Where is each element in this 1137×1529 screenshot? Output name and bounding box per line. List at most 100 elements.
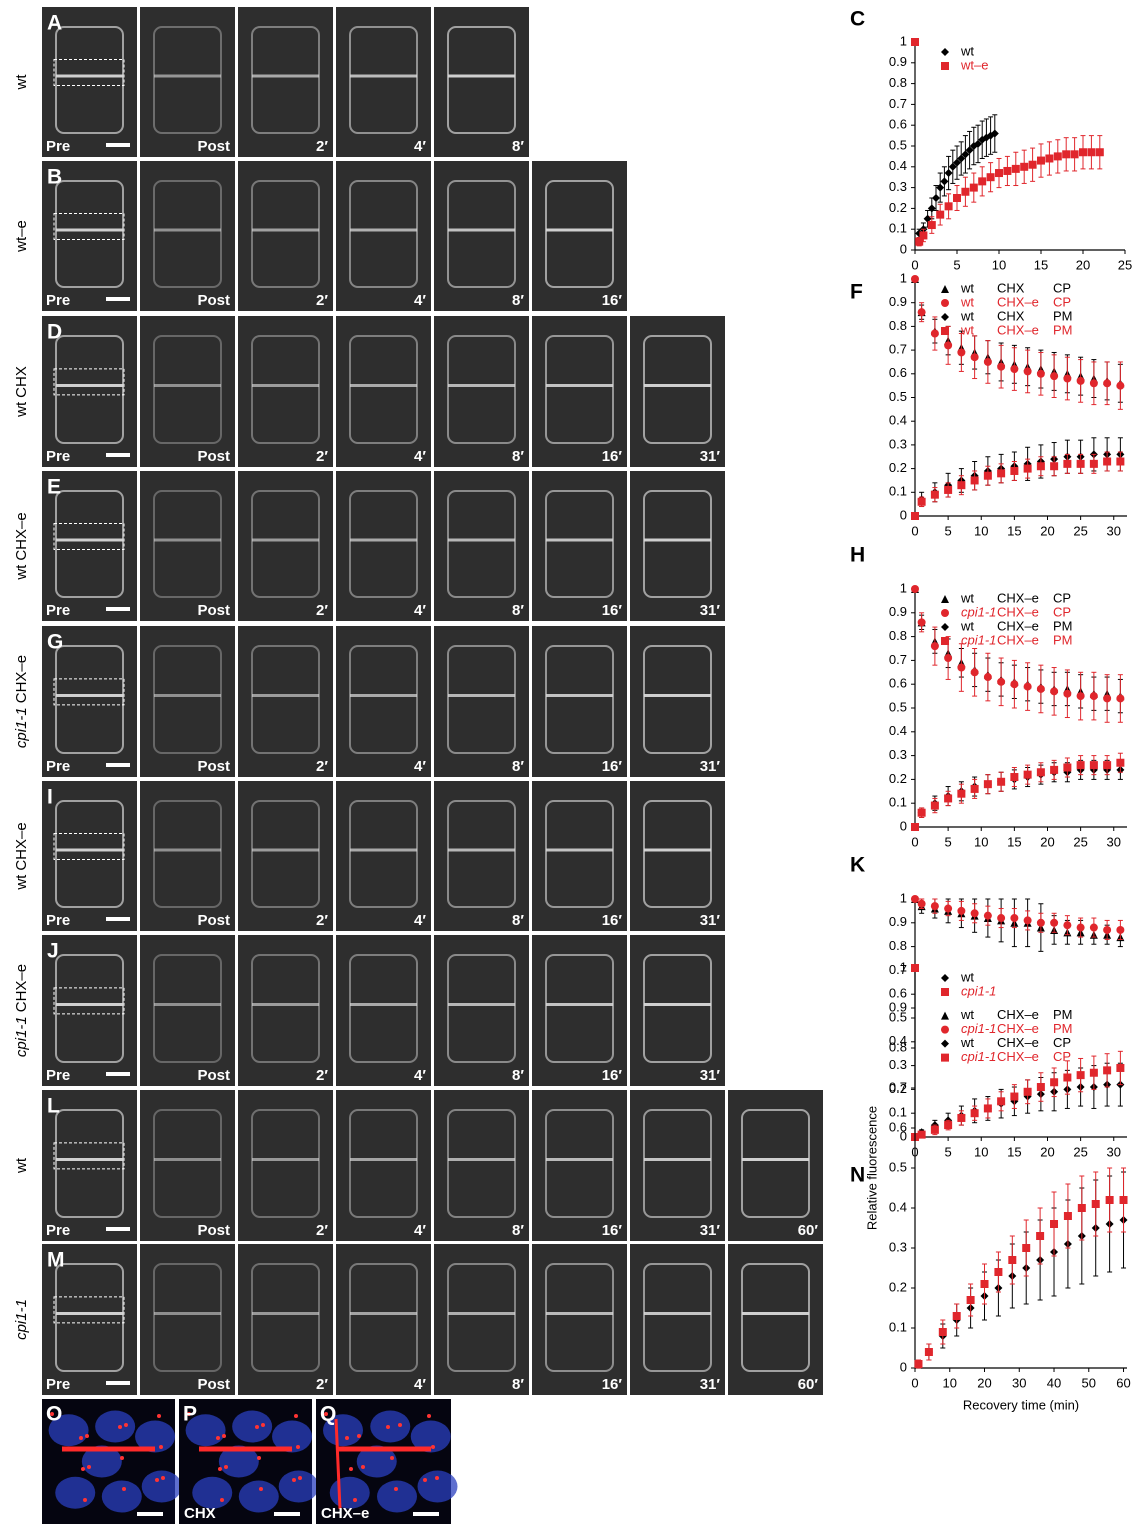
marker <box>995 169 1003 177</box>
legend-label: CHX–e <box>997 590 1039 605</box>
marker <box>1037 157 1045 165</box>
panel-letter: F <box>850 281 863 304</box>
marker <box>1116 694 1124 702</box>
marker <box>1050 462 1058 470</box>
vesicle <box>220 1498 224 1502</box>
marker <box>1010 680 1018 688</box>
marker <box>911 275 919 283</box>
figure: PreAPost2′4′8′wtPreBPost2′4′8′16′wt–ePre… <box>0 0 1137 1529</box>
x-axis-label: Recovery time (min) <box>963 1397 1079 1412</box>
marker <box>1103 1066 1111 1074</box>
y-tick-label: 0.8 <box>889 1039 907 1054</box>
row-label-part: cpi1-1 <box>13 707 30 748</box>
vesicle <box>83 1498 87 1502</box>
marker <box>944 905 952 913</box>
marker <box>1077 1071 1085 1079</box>
legend-label: PM <box>1053 1007 1073 1022</box>
legend-label: wt <box>960 969 974 984</box>
legend-label: wt <box>960 308 974 323</box>
legend-marker <box>941 1026 949 1034</box>
nucleus <box>192 1477 232 1509</box>
nucleus <box>232 1411 272 1443</box>
marker <box>997 778 1005 786</box>
y-tick-label: 0.1 <box>889 221 907 236</box>
y-tick-label: 0.9 <box>889 914 907 929</box>
vesicle <box>222 1434 226 1438</box>
vesicle <box>394 1487 398 1491</box>
row-label-part: wt–e <box>13 220 30 253</box>
frame-label: 2′ <box>316 758 328 775</box>
y-tick-label: 0.3 <box>889 1239 907 1254</box>
marker <box>1063 375 1071 383</box>
legend-label: PM <box>1053 618 1073 633</box>
marker <box>918 900 926 908</box>
vesicle <box>159 1445 163 1449</box>
marker <box>971 353 979 361</box>
marker <box>1037 919 1045 927</box>
row-label-part: wt <box>13 401 30 418</box>
legend-label: PM <box>1053 322 1073 337</box>
marker <box>971 785 979 793</box>
marker <box>971 668 979 676</box>
vesicle <box>390 1456 394 1460</box>
y-tick-label: 0.7 <box>889 1079 907 1094</box>
legend-label: PM <box>1053 308 1073 323</box>
legend-label: wt <box>960 43 974 58</box>
marker <box>919 231 927 239</box>
marker <box>953 194 961 202</box>
legend-marker <box>941 62 949 70</box>
frame-label: Post <box>197 1376 230 1393</box>
frame-label: Post <box>197 138 230 155</box>
legend-marker <box>941 609 949 617</box>
row-label: wt <box>13 1157 30 1174</box>
legend-marker <box>941 637 949 645</box>
row-label-part: CHX–e <box>13 512 30 560</box>
marker <box>944 1121 952 1129</box>
marker <box>1064 1212 1072 1220</box>
vesicle <box>361 1465 365 1469</box>
marker <box>997 1097 1005 1105</box>
frame-label: 8′ <box>512 292 524 309</box>
marker <box>1050 919 1058 927</box>
marker <box>971 1109 979 1117</box>
marker <box>1116 1064 1124 1072</box>
frame-label: 8′ <box>512 448 524 465</box>
marker <box>971 909 979 917</box>
frame-label: 2′ <box>316 912 328 929</box>
x-tick-label: 30 <box>1012 1375 1026 1390</box>
row-label-part: cpi1-1 <box>13 1299 30 1340</box>
y-tick-label: 0.8 <box>889 628 907 643</box>
frame-label: Pre <box>46 758 70 775</box>
x-tick-label: 10 <box>992 257 1006 272</box>
marker <box>984 912 992 920</box>
x-tick-label: 0 <box>911 834 918 849</box>
marker <box>1020 163 1028 171</box>
nucleus <box>102 1481 142 1513</box>
marker <box>1036 1232 1044 1240</box>
marker <box>1010 365 1018 373</box>
marker <box>1010 1093 1018 1101</box>
marker <box>978 177 986 185</box>
panel-letter: P <box>183 1403 197 1426</box>
marker <box>1090 761 1098 769</box>
frame-label: 4′ <box>414 602 426 619</box>
panel-letter: M <box>47 1249 65 1272</box>
row-label: wtCHX–e <box>13 512 30 580</box>
y-tick-label: 0.2 <box>889 771 907 786</box>
frame-label: Post <box>197 1222 230 1239</box>
vesicle <box>386 1425 390 1429</box>
vesicle <box>431 1445 435 1449</box>
frame-label: 2′ <box>316 1376 328 1393</box>
marker <box>1037 462 1045 470</box>
marker <box>928 221 936 229</box>
frame-label: 8′ <box>512 1067 524 1084</box>
frame-label: 8′ <box>512 912 524 929</box>
legend-marker <box>941 285 949 293</box>
frame-label: 2′ <box>316 1222 328 1239</box>
legend-label: wt <box>960 1035 974 1050</box>
y-tick-label: 0.9 <box>889 294 907 309</box>
marker <box>918 498 926 506</box>
legend-label: wt <box>960 280 974 295</box>
y-tick-label: 0.2 <box>889 1279 907 1294</box>
marker <box>1054 152 1062 160</box>
